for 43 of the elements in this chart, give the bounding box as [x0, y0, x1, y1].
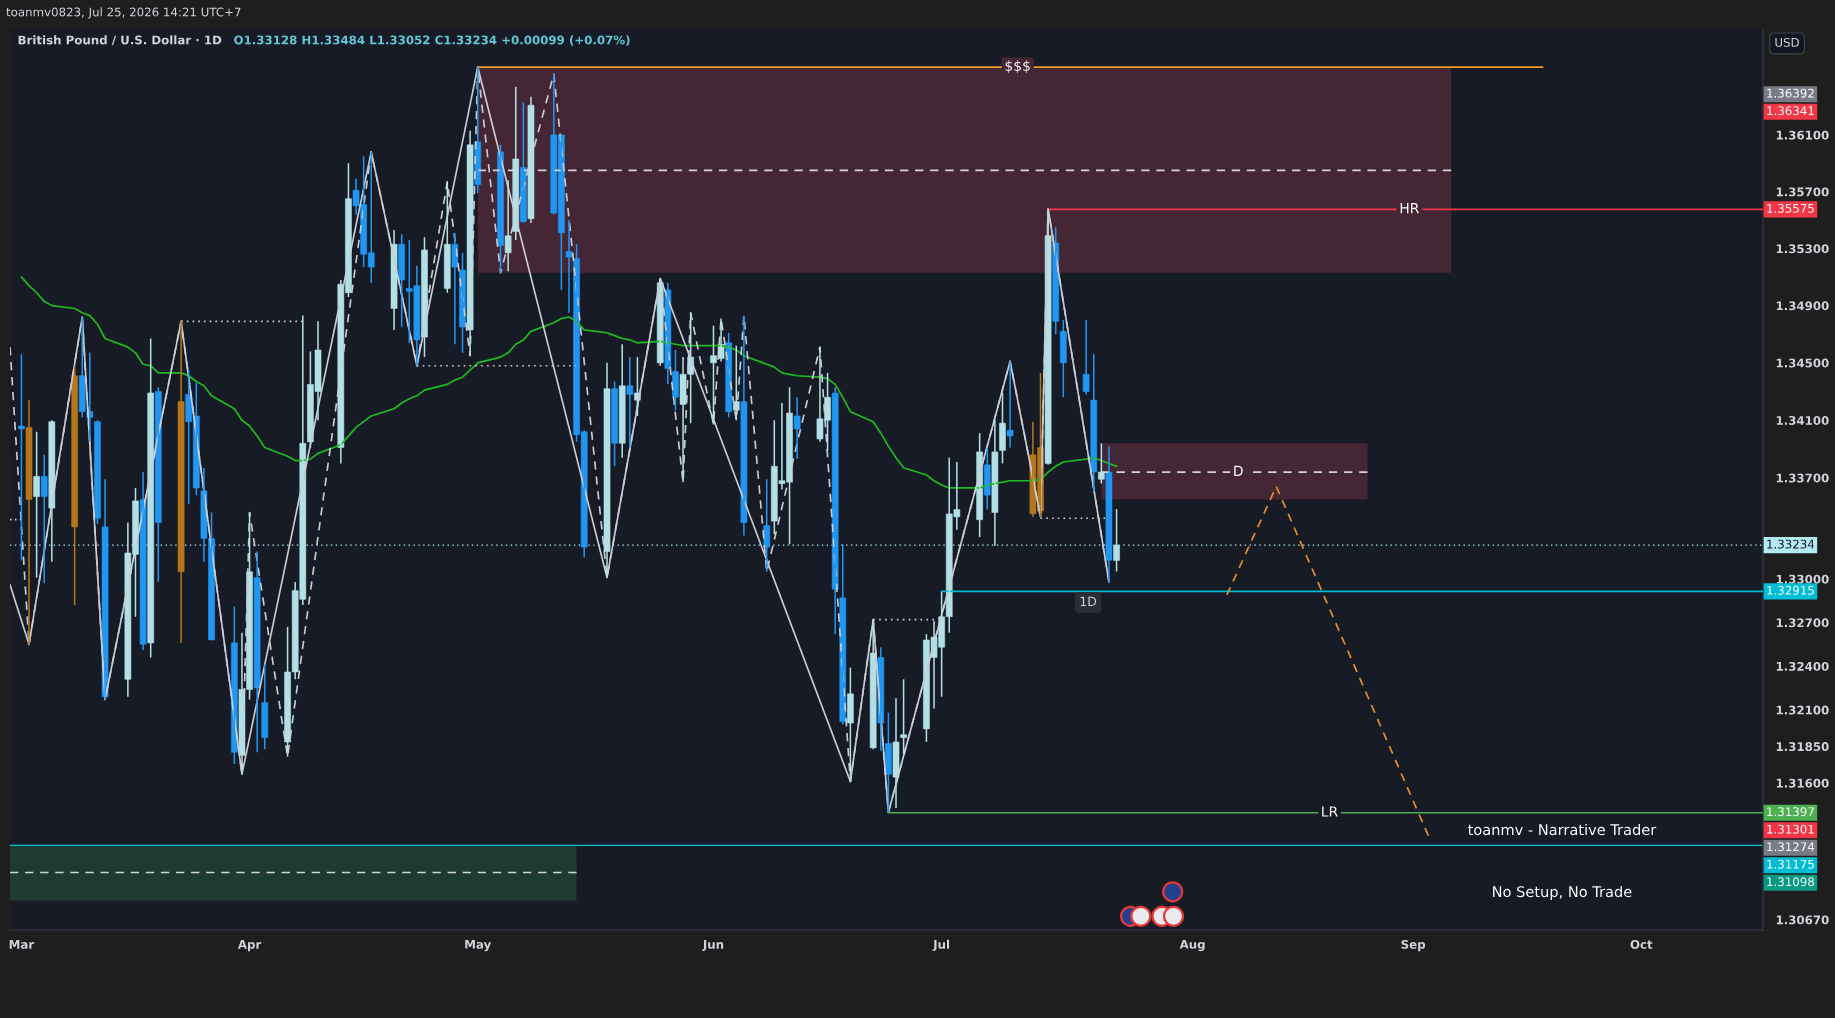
data-label: 1.35575	[1767, 203, 1814, 213]
text: 1.31274	[1767, 842, 1815, 852]
y-axis-title: USD	[1775, 37, 1799, 47]
annotation: D	[1234, 465, 1243, 476]
y-tick-label: 1.31600	[1776, 778, 1829, 788]
x-tick-label: Aug	[1179, 939, 1205, 952]
x-tick-label: Mar	[9, 940, 35, 949]
y-tick-label: 1.34500	[1776, 358, 1829, 368]
annotation: HR	[1400, 203, 1420, 214]
text: 1.36392	[1767, 88, 1814, 98]
y-tick-label: 1.36100	[1776, 130, 1829, 140]
annotation: 1D	[1080, 596, 1097, 606]
y-tick-label: 1.35300	[1776, 244, 1829, 254]
y-tick-label: 1.32400	[1776, 661, 1829, 671]
x-tick-label: Jun	[702, 940, 724, 952]
annotation: No Setup, No Trade	[1493, 885, 1632, 901]
x-tick-label: Jul	[932, 939, 950, 952]
annotation: $$$	[1005, 60, 1030, 73]
y-tick-label: 1.34100	[1776, 415, 1829, 425]
y-tick-label: 1.33700	[1776, 473, 1829, 483]
x-tick-label: Apr	[237, 940, 262, 952]
text: 1.31098	[1767, 877, 1815, 887]
data-label: 1.32915	[1767, 585, 1814, 595]
y-tick-label: 1.35700	[1776, 187, 1829, 197]
ref-line-label: 1.31175	[1767, 859, 1814, 869]
data-label: 1.31397	[1767, 807, 1814, 817]
ref-line-label: 1.33234	[1767, 539, 1815, 549]
x-tick-label: Oct	[1630, 939, 1653, 949]
y-tick-label: 1.30670	[1776, 915, 1829, 925]
y-tick-label: 1.34900	[1776, 301, 1829, 311]
text: 1.36341	[1767, 106, 1814, 116]
chart-title: British Pound / U.S. Dollar · 1D	[18, 35, 222, 46]
text: toanmv0823, Jul 25, 2026 14:21 UTC+7	[6, 7, 241, 19]
y-tick-label: 1.31850	[1776, 742, 1829, 752]
y-tick-label: 1.33000	[1776, 574, 1829, 584]
annotation: toanmv - Narrative Trader	[1468, 823, 1657, 836]
x-tick-label: May	[465, 939, 492, 952]
text: 1.31301	[1767, 824, 1814, 834]
y-tick-label: 1.32700	[1776, 618, 1829, 628]
chart-subtitle: O1.33128 H1.33484 L1.33052 C1.33234 +0.00099 (+0.07%)	[234, 35, 630, 46]
x-tick-label: Sep	[1401, 939, 1426, 952]
y-tick-label: 1.32100	[1776, 705, 1829, 715]
annotation: LR	[1322, 806, 1338, 817]
